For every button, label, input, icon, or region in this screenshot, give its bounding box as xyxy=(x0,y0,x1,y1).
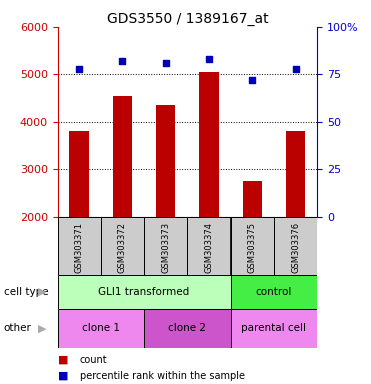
Text: GSM303373: GSM303373 xyxy=(161,222,170,273)
Point xyxy=(249,77,255,83)
Text: GSM303371: GSM303371 xyxy=(75,222,83,273)
Bar xyxy=(231,217,274,275)
Text: GSM303372: GSM303372 xyxy=(118,222,127,273)
Bar xyxy=(274,217,317,275)
Text: GSM303374: GSM303374 xyxy=(204,222,213,273)
Bar xyxy=(144,309,231,348)
Bar xyxy=(187,217,231,275)
Bar xyxy=(101,217,144,275)
Text: parental cell: parental cell xyxy=(242,323,306,333)
Bar xyxy=(144,217,187,275)
Point xyxy=(206,56,212,62)
Bar xyxy=(243,181,262,217)
Title: GDS3550 / 1389167_at: GDS3550 / 1389167_at xyxy=(106,12,268,26)
Text: count: count xyxy=(80,355,107,365)
Text: clone 2: clone 2 xyxy=(168,323,206,333)
Text: control: control xyxy=(256,287,292,297)
Bar xyxy=(113,96,132,217)
Text: other: other xyxy=(4,323,32,333)
Text: clone 1: clone 1 xyxy=(82,323,120,333)
Text: GLI1 transformed: GLI1 transformed xyxy=(98,287,190,297)
Bar xyxy=(58,309,144,348)
Bar xyxy=(58,275,231,309)
Bar xyxy=(69,131,89,217)
Bar xyxy=(199,72,219,217)
Text: GSM303375: GSM303375 xyxy=(248,222,257,273)
Text: ■: ■ xyxy=(58,371,68,381)
Bar xyxy=(286,131,305,217)
Bar xyxy=(156,105,175,217)
Bar xyxy=(231,309,317,348)
Point xyxy=(163,60,169,66)
Text: ▶: ▶ xyxy=(39,287,47,297)
Text: ▶: ▶ xyxy=(39,323,47,333)
Point xyxy=(293,66,299,72)
Point xyxy=(76,66,82,72)
Bar xyxy=(231,275,317,309)
Text: cell type: cell type xyxy=(4,287,48,297)
Text: percentile rank within the sample: percentile rank within the sample xyxy=(80,371,245,381)
Point xyxy=(119,58,125,64)
Bar xyxy=(58,217,101,275)
Text: ■: ■ xyxy=(58,355,68,365)
Text: GSM303376: GSM303376 xyxy=(291,222,300,273)
